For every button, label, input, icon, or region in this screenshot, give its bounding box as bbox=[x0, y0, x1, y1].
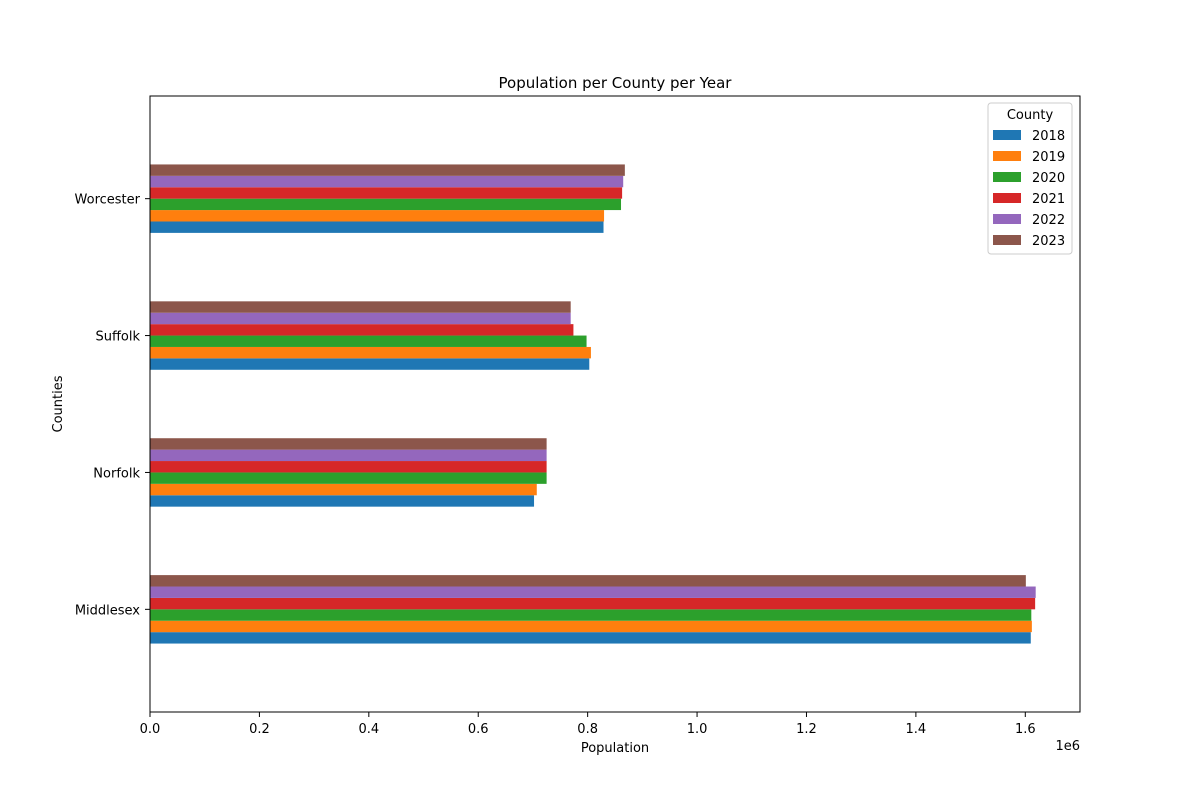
x-axis-label: Population bbox=[581, 741, 649, 756]
legend-swatch-2020 bbox=[993, 172, 1021, 182]
bar-middlesex-2018 bbox=[150, 632, 1031, 644]
legend: County 2018 2019 2020 2021 2022 2023 bbox=[987, 102, 1073, 255]
x-tick-label: 1.2 bbox=[796, 722, 817, 737]
legend-label-2019: 2019 bbox=[1032, 150, 1065, 165]
bar-norfolk-2020 bbox=[150, 472, 547, 484]
legend-swatch-2022 bbox=[993, 214, 1021, 224]
x-tick-label: 0.2 bbox=[249, 722, 270, 737]
bar-suffolk-2020 bbox=[150, 335, 587, 347]
legend-items: 2018 2019 2020 2021 2022 2023 bbox=[993, 129, 1065, 249]
y-axis-label: Counties bbox=[51, 375, 66, 432]
y-tick-label-norfolk: Norfolk bbox=[93, 466, 140, 481]
bar-worcester-2020 bbox=[150, 198, 622, 211]
bar-worcester-2022 bbox=[150, 175, 624, 188]
y-tick-label-middlesex: Middlesex bbox=[75, 603, 140, 618]
x-tick-label: 0.4 bbox=[358, 722, 379, 737]
legend-label-2018: 2018 bbox=[1032, 129, 1065, 144]
y-tick-label-suffolk: Suffolk bbox=[95, 330, 140, 345]
bar-worcester-2021 bbox=[150, 187, 623, 199]
y-axis-ticks: Middlesex Norfolk Suffolk Worcester bbox=[75, 193, 150, 618]
x-axis-ticks: 0.0 0.2 0.4 0.6 0.8 1.0 1.2 1.4 1.6 bbox=[140, 712, 1036, 737]
bar-suffolk-2021 bbox=[150, 324, 574, 336]
x-tick-label: 0.6 bbox=[468, 722, 489, 737]
bar-middlesex-2023 bbox=[150, 575, 1026, 587]
chart-title: Population per County per Year bbox=[499, 74, 733, 92]
legend-swatch-2019 bbox=[993, 151, 1021, 161]
x-tick-label: 1.6 bbox=[1015, 722, 1036, 737]
bar-norfolk-2022 bbox=[150, 449, 547, 462]
bar-norfolk-2018 bbox=[150, 495, 535, 507]
bars-group bbox=[150, 164, 1036, 644]
bar-norfolk-2021 bbox=[150, 461, 547, 473]
legend-swatch-2023 bbox=[993, 235, 1021, 245]
x-tick-label: 1.4 bbox=[906, 722, 927, 737]
legend-swatch-2021 bbox=[993, 193, 1021, 203]
y-tick-label-worcester: Worcester bbox=[75, 193, 141, 208]
x-tick-label: 1.0 bbox=[687, 722, 708, 737]
bar-middlesex-2022 bbox=[150, 586, 1036, 598]
legend-label-2021: 2021 bbox=[1032, 192, 1065, 207]
bar-norfolk-2023 bbox=[150, 438, 547, 450]
x-tick-label: 0.8 bbox=[577, 722, 598, 737]
legend-title: County bbox=[1007, 108, 1054, 123]
bar-suffolk-2023 bbox=[150, 301, 571, 313]
legend-label-2023: 2023 bbox=[1032, 234, 1065, 249]
bar-worcester-2019 bbox=[150, 210, 605, 222]
legend-label-2020: 2020 bbox=[1032, 171, 1065, 186]
bar-worcester-2018 bbox=[150, 221, 604, 233]
bar-suffolk-2018 bbox=[150, 358, 590, 370]
x-axis-offset-label: 1e6 bbox=[1055, 739, 1080, 754]
plot-frame bbox=[149, 95, 1081, 713]
x-tick-label: 0.0 bbox=[140, 722, 161, 737]
bar-suffolk-2022 bbox=[150, 312, 571, 325]
legend-swatch-2018 bbox=[993, 130, 1021, 140]
bar-middlesex-2020 bbox=[150, 609, 1032, 621]
bar-norfolk-2019 bbox=[150, 483, 537, 496]
bar-middlesex-2021 bbox=[150, 597, 1036, 610]
bar-middlesex-2019 bbox=[150, 620, 1032, 633]
bar-suffolk-2019 bbox=[150, 346, 591, 359]
bar-worcester-2023 bbox=[150, 164, 625, 176]
legend-label-2022: 2022 bbox=[1032, 213, 1065, 228]
